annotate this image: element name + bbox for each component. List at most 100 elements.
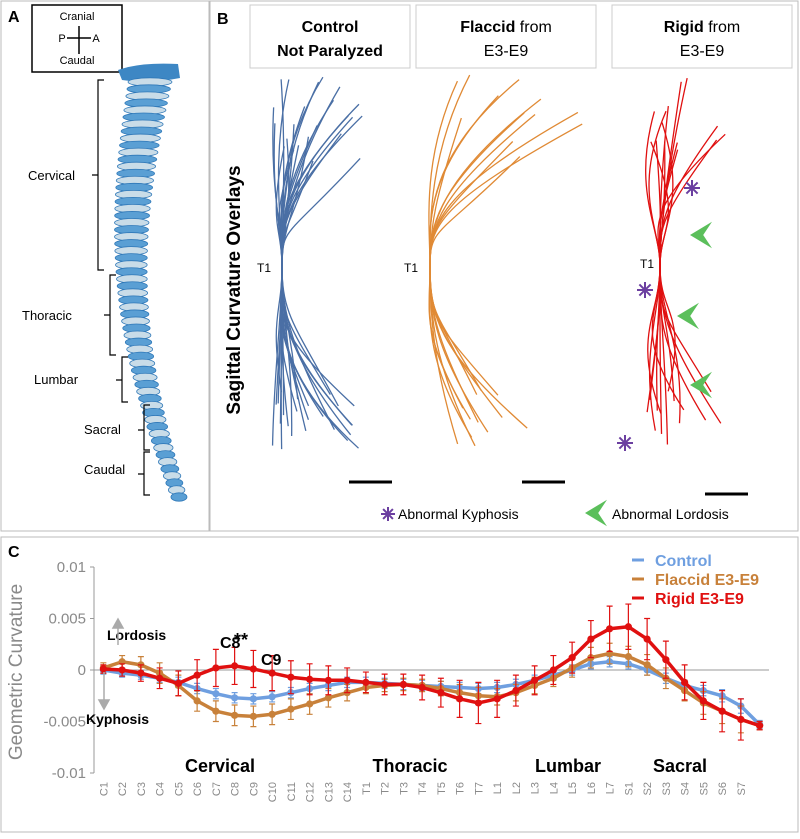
lordosis-marker [677,302,699,330]
annotation: ** [234,630,248,650]
column-header-from: from [520,19,552,36]
data-point [399,680,407,689]
data-point [231,711,239,719]
data-point [531,676,539,684]
kyphosis-marker [637,282,653,298]
lordosis-marker [690,371,712,399]
y-tick-label: -0.01 [52,765,86,782]
column-header-from: from [708,19,740,36]
legend-label: Flaccid E3-E9 [655,572,759,589]
data-point [249,695,257,703]
data-point [643,635,651,643]
annotation: C9 [261,652,282,669]
annotation: Lordosis [107,627,166,643]
region-label: Caudal [84,462,125,477]
curvature-overlays [271,74,726,450]
data-point [212,707,220,715]
compass-label: P [58,33,65,45]
spine-curve [281,157,361,436]
x-tick-label: C8 [230,782,242,796]
compass-arrows [67,26,91,54]
landmark-label: T1 [257,261,271,275]
x-tick-label: T3 [398,782,410,795]
spine-curve [280,116,354,427]
data-point [699,697,707,705]
data-point [324,676,332,684]
x-tick-label: C12 [305,782,317,802]
region-label: Lumbar [535,756,601,776]
data-point [718,707,726,715]
data-point [456,695,464,703]
column-header-box [415,4,597,69]
region-label: Thoracic [372,756,447,776]
region-label: Cervical [185,756,255,776]
data-point [118,666,126,674]
panel-label: C [8,544,20,561]
spine-curve [429,98,542,395]
region-label: Sacral [653,756,707,776]
x-tick-label: C10 [267,782,279,802]
data-point [249,665,257,673]
x-tick-label: S2 [642,782,654,795]
data-point [474,699,482,707]
data-point [193,697,201,705]
column-header: E3-E9 [484,43,529,60]
spine-curve [429,74,499,396]
kyphosis-marker [684,180,700,196]
data-point [362,678,370,686]
column-header-box [611,4,793,69]
x-tick-label: S3 [661,782,673,795]
skull-base [118,63,180,82]
data-point [212,690,220,698]
data-point [756,722,764,730]
side-title: Sagittal Curvature Overlays [224,165,245,414]
column-header: E3-E9 [680,43,725,60]
region-labels: Cervical Thoracic Lumbar Sacral Caudal [22,168,125,477]
column-header: Flaccid from [460,19,552,36]
data-point [737,715,745,724]
data-point [268,693,276,701]
panel-label: B [217,11,229,28]
region-brackets [92,79,150,496]
x-tick-label: L7 [605,782,617,794]
x-tick-label: L2 [511,782,523,794]
legend-label: Abnormal Kyphosis [398,506,519,522]
data-point [624,653,632,661]
data-point [343,676,351,684]
x-tick-label: S1 [623,782,635,795]
data-point [606,625,614,633]
data-point [231,662,239,670]
x-tick-label: C9 [248,782,260,796]
panel-label: A [8,9,20,26]
data-point [418,683,426,692]
data-point [231,694,239,702]
data-point [681,678,689,686]
x-tick-label: C5 [173,782,185,796]
data-point [268,669,276,677]
x-tick-label: L1 [492,782,504,794]
column-header: Rigid from [664,19,740,36]
spine-curve [275,146,355,407]
x-tick-label: S5 [698,782,710,795]
data-point [268,710,276,718]
y-tick-label: 0.005 [48,611,86,628]
x-tick-label: C2 [117,782,129,796]
x-tick-label: S4 [680,782,692,795]
legend-label: Control [655,553,712,570]
x-tick-label: C11 [286,782,298,801]
data-point [512,687,520,695]
x-tick-label: C14 [342,782,354,802]
x-tick-label: T5 [436,782,448,795]
x-tick-label: T4 [417,782,429,795]
panel-c-frame [0,536,799,833]
x-tick-label: C7 [211,782,223,796]
lordosis-marker [585,499,607,527]
data-point [493,695,501,703]
data-point [174,679,182,687]
panel-a-frame [0,0,210,532]
annotations: Lordosis Kyphosis C8 ** C9 [86,627,282,727]
data-point [587,635,595,643]
x-tick-label: T1 [361,782,373,795]
data-point [193,671,201,679]
